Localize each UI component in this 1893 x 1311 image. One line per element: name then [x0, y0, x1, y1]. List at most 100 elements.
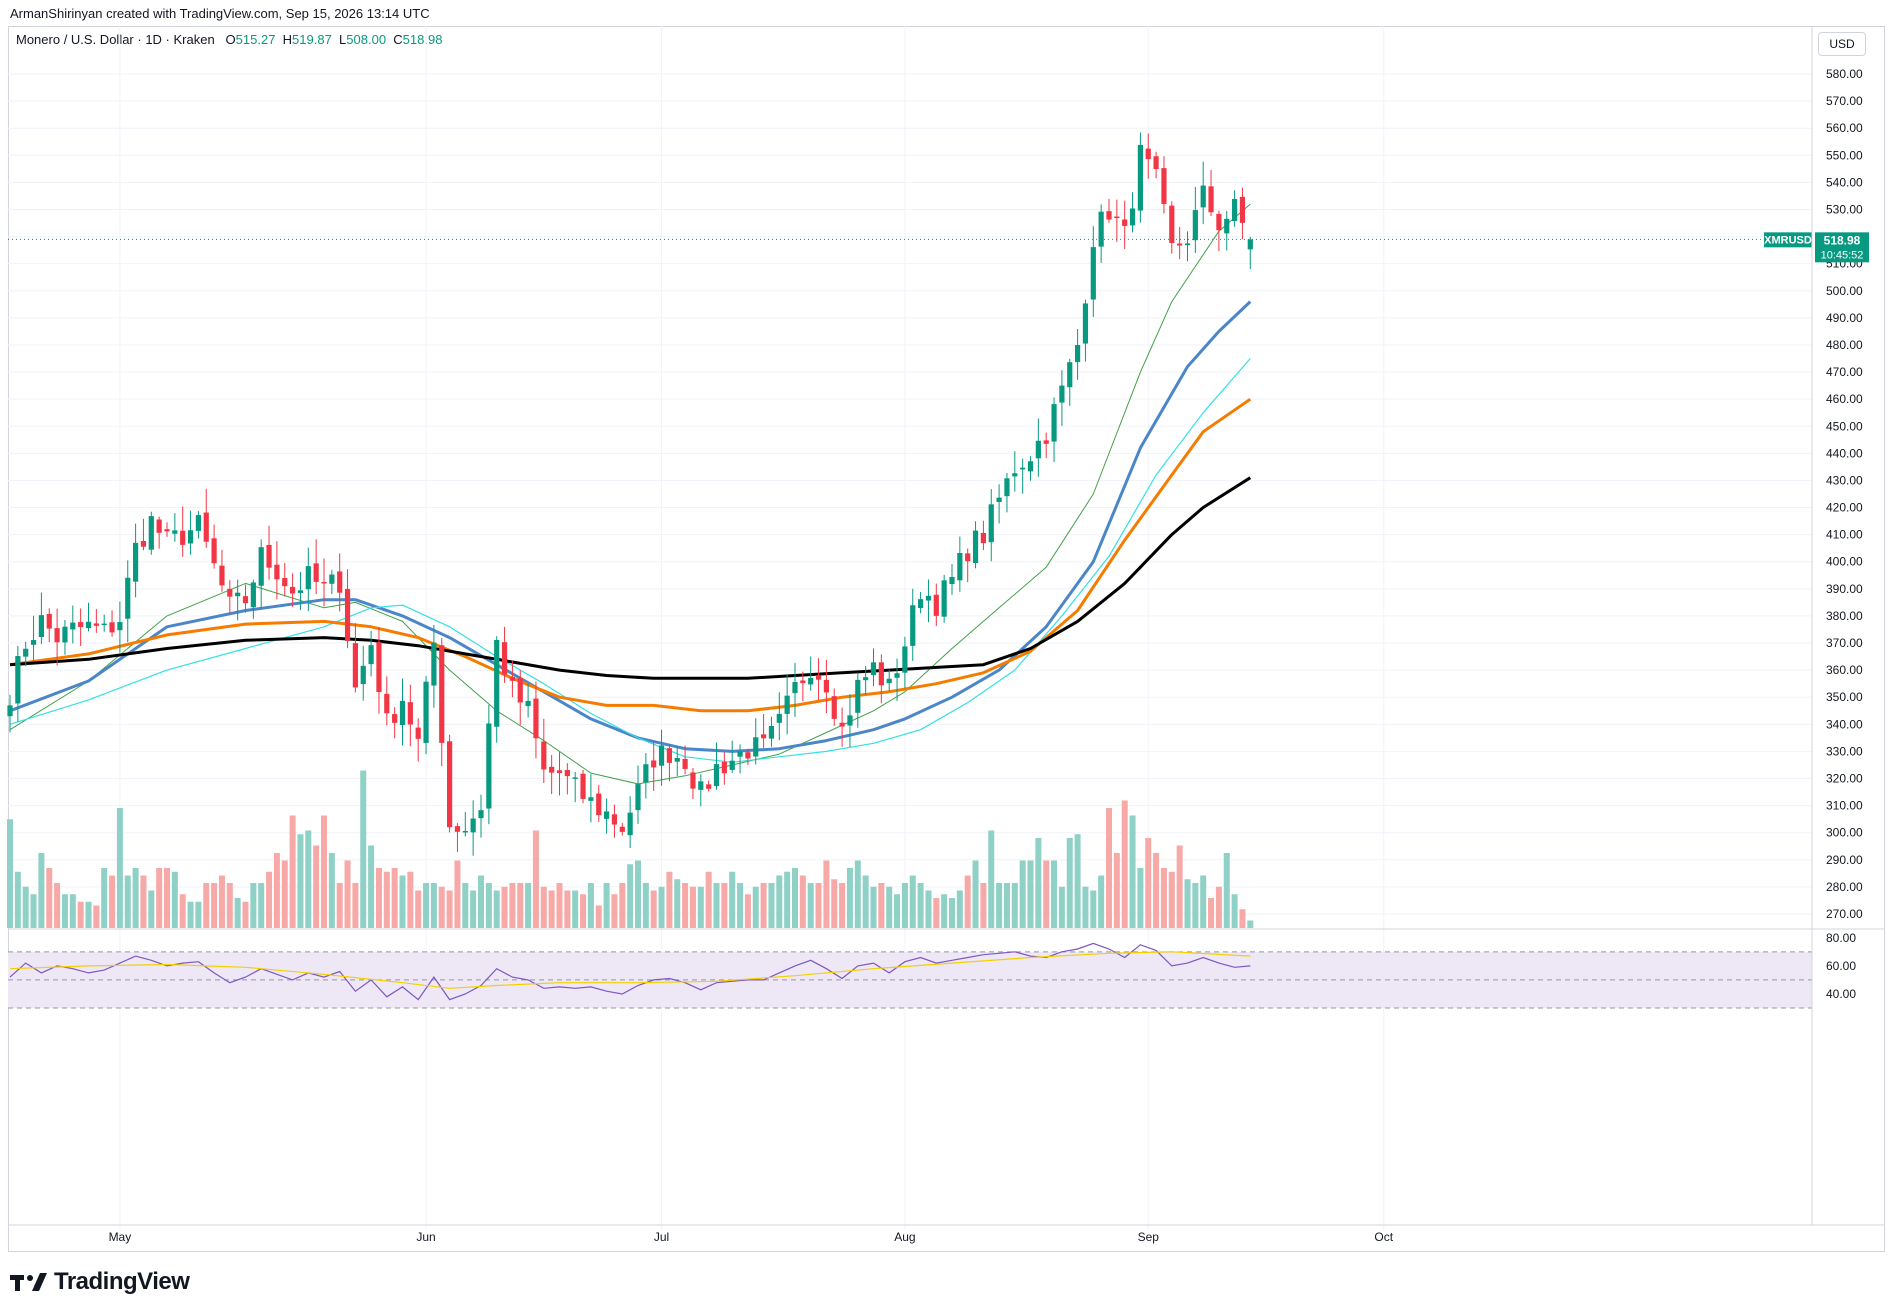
chart-credit: ArmanShirinyan created with TradingView.… [10, 6, 430, 21]
volume-bar [917, 883, 924, 928]
candles [7, 132, 1253, 856]
candle-body [643, 764, 649, 783]
volume-bar [792, 868, 798, 928]
volume-bar [1090, 890, 1097, 928]
candle-body [297, 590, 304, 593]
candle-body [376, 642, 382, 692]
volume-bar [446, 890, 453, 928]
volume-bar [61, 894, 68, 928]
volume-bar [831, 879, 838, 928]
volume-bar [54, 883, 61, 928]
candle-body [988, 504, 994, 543]
price-tick-label: 370.00 [1826, 636, 1863, 650]
candle-body [1224, 218, 1230, 234]
volume-bar [415, 890, 422, 928]
candle-body [611, 814, 618, 825]
volume-bar [744, 894, 751, 928]
volume-bar [101, 868, 108, 928]
candle-body [399, 700, 406, 726]
candle-body [23, 648, 29, 657]
volume-bar [1137, 868, 1144, 928]
candle-body [1114, 216, 1120, 219]
volume-bar [124, 875, 131, 928]
price-tick-label: 570.00 [1826, 94, 1863, 108]
candle-body [761, 734, 767, 739]
volume-bar [564, 890, 571, 928]
volume-bar [148, 890, 155, 928]
candle-body [1027, 461, 1034, 472]
candle-body [737, 751, 743, 757]
candle-body [776, 713, 782, 723]
candle-body [1161, 168, 1167, 204]
candle-body [195, 515, 201, 531]
candle-body [431, 642, 437, 686]
candle-body [1184, 243, 1191, 246]
volume-bar [1043, 860, 1050, 928]
rsi-tick-label: 80.00 [1826, 931, 1856, 945]
ma200-line [9, 476, 1252, 680]
volume-bar [344, 860, 351, 928]
candle-body [698, 781, 704, 790]
rsi-tick-label: 60.00 [1826, 959, 1856, 973]
tradingview-logo[interactable]: TradingView [10, 1268, 190, 1296]
candle-body [439, 645, 445, 743]
volume-bar [218, 875, 225, 928]
candle-body [494, 639, 500, 727]
volume-bar [336, 883, 343, 928]
volume-bar [1098, 875, 1105, 928]
candle-body [85, 621, 92, 629]
volume-bar [1231, 894, 1238, 928]
candle-body [878, 662, 884, 686]
candle-body [1216, 213, 1222, 231]
volume-bar [627, 864, 634, 928]
volume-bar [1106, 808, 1112, 928]
candle-body [54, 628, 60, 643]
price-tick-label: 420.00 [1826, 501, 1863, 515]
currency-button[interactable]: USD [1818, 32, 1866, 56]
volume-bar [689, 886, 696, 928]
candle-body [30, 640, 37, 645]
volume-bar [517, 883, 524, 928]
volume-bar [1192, 883, 1199, 928]
volume-bar [321, 815, 327, 928]
volume-bar [7, 819, 13, 928]
volume-bar [1058, 886, 1065, 928]
volume-bar [846, 868, 853, 928]
candle-body [423, 681, 429, 743]
volume-bar [46, 868, 53, 928]
price-tick-label: 320.00 [1826, 772, 1863, 786]
close-value: 518.98 [402, 32, 443, 47]
volume-bar [195, 901, 202, 928]
candle-body [15, 656, 21, 704]
candle-body [1208, 186, 1214, 213]
tradingview-wordmark: TradingView [54, 1268, 190, 1295]
candle-body [800, 680, 806, 683]
volume-bar [501, 886, 508, 928]
candle-body [918, 599, 924, 609]
candle-body [815, 675, 822, 680]
grid-lines [8, 26, 1885, 1230]
volume-bar [38, 853, 45, 928]
volume-bar [956, 890, 963, 928]
price-tick-label: 330.00 [1826, 744, 1863, 758]
low-label: L [339, 32, 347, 47]
volume-bar [1184, 879, 1191, 928]
price-tag: XMRUSD 518.98 10:45:52 [1764, 232, 1869, 263]
candle-body [902, 646, 908, 673]
volume-bar [1168, 871, 1175, 928]
volume-bar [305, 830, 312, 928]
volume-bar [289, 815, 296, 928]
price-tick-label: 290.00 [1826, 853, 1863, 867]
price-tick-label: 400.00 [1826, 555, 1863, 569]
candle-body [886, 678, 892, 684]
candle-body [313, 563, 319, 582]
volume-bar [799, 875, 806, 928]
candle-body [910, 605, 916, 646]
price-tick-label: 480.00 [1826, 338, 1863, 352]
volume-bar [1145, 838, 1152, 928]
volume-bar [909, 875, 916, 928]
candle-body [211, 538, 217, 564]
candle-body [1129, 208, 1136, 226]
candle-body [305, 566, 311, 590]
